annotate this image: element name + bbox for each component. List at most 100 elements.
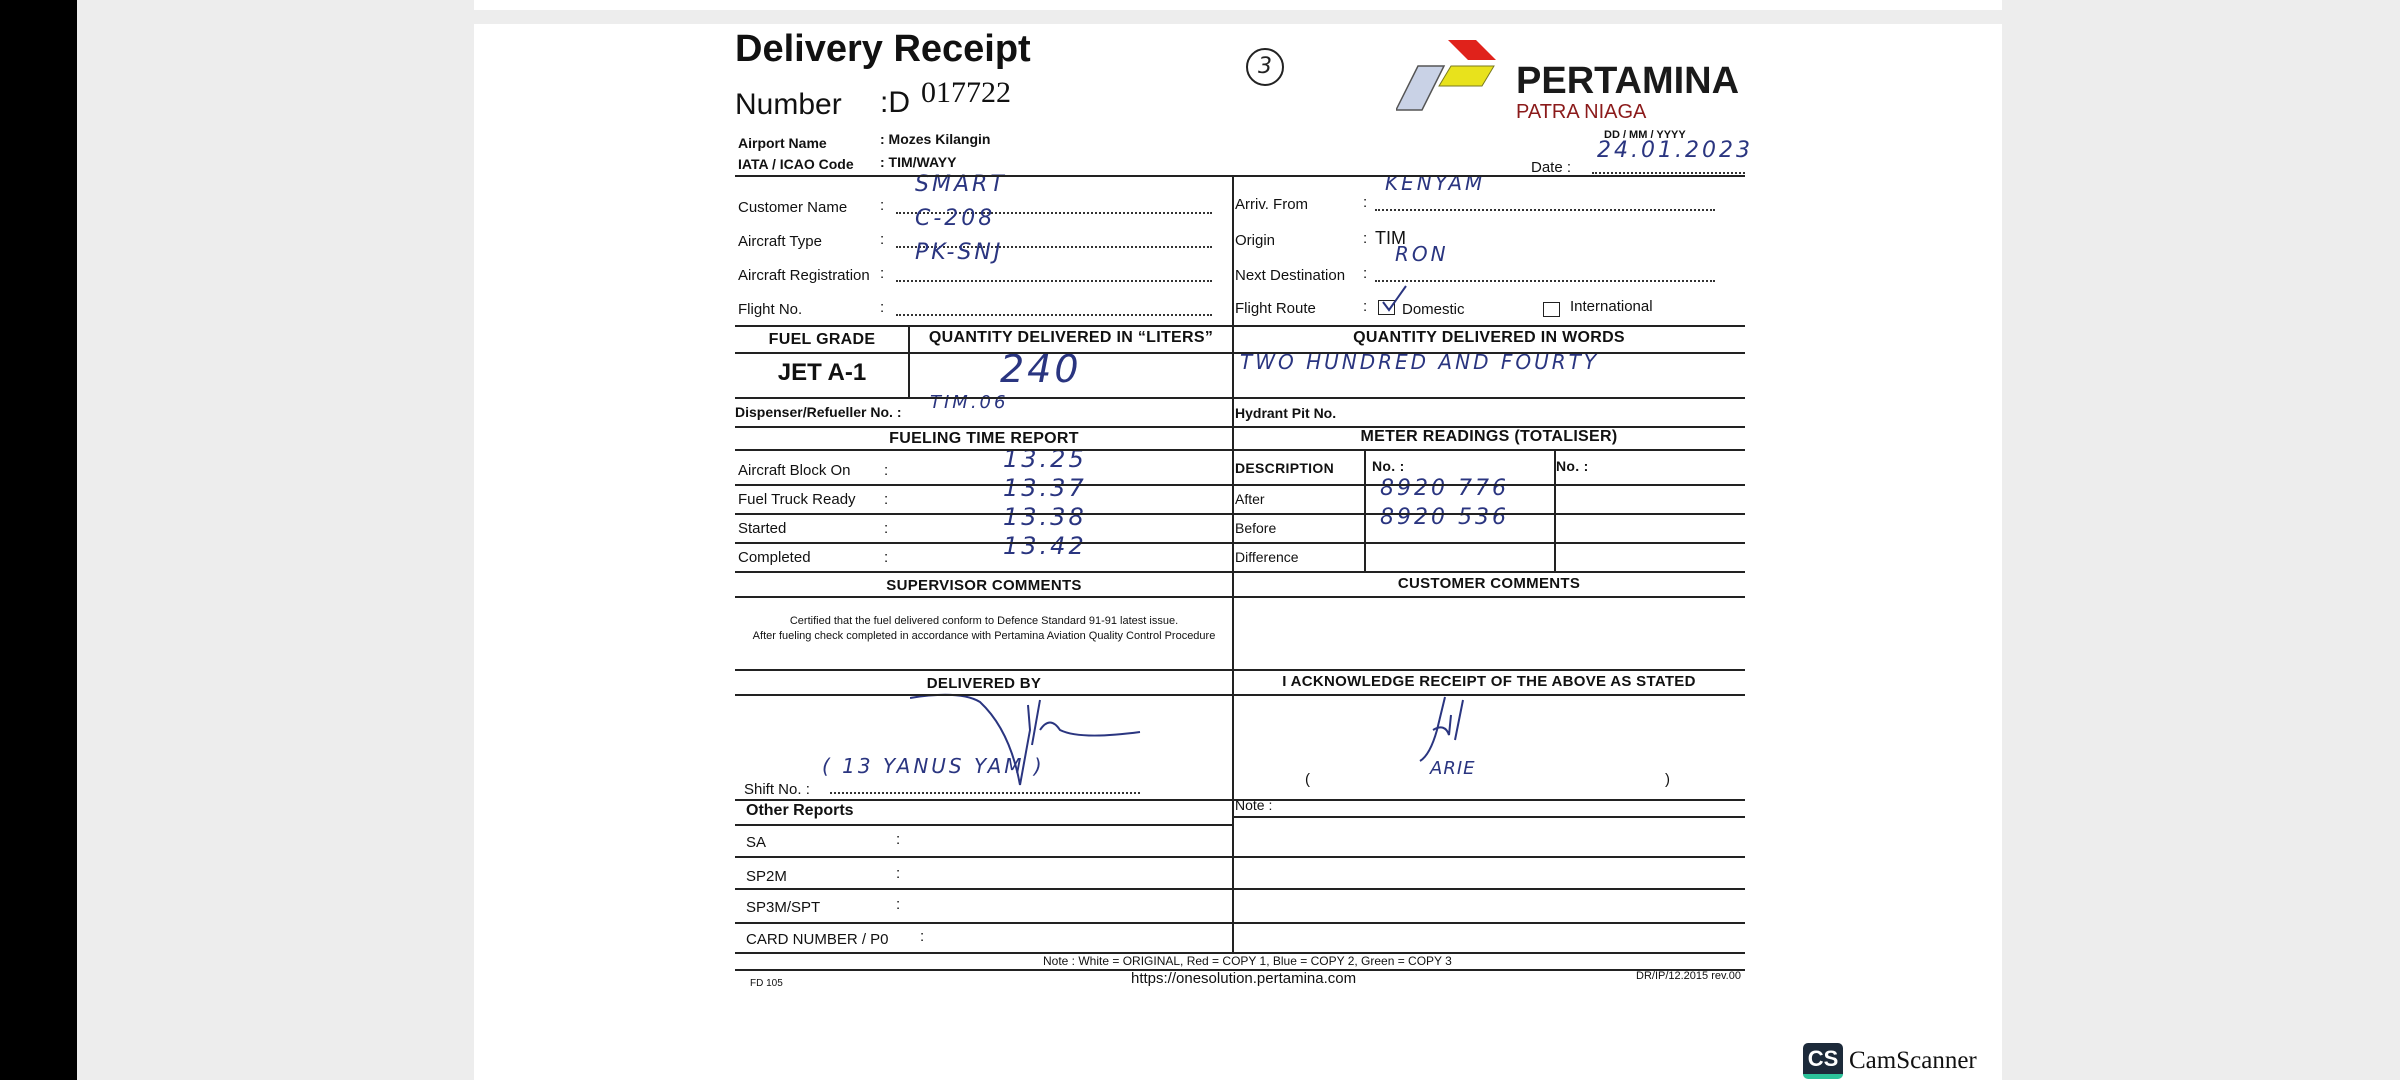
field-dotted-line [1375,280,1715,282]
pertamina-logo [1394,38,1506,118]
column-divider [1232,175,1234,952]
meter-label: After [1235,491,1265,507]
receiver-paren-close: ) [1665,771,1670,788]
field-dotted-line [1375,209,1715,211]
domestic-label: Domestic [1402,301,1465,318]
rule-line [735,824,1233,826]
field-colon: : [1363,230,1368,247]
meter-label: Before [1235,520,1277,536]
receiver-paren-open: ( [1305,771,1310,788]
other-report-colon: : [896,831,901,848]
field-colon: : [880,197,885,214]
field-dotted-line [896,212,1212,214]
field-label: Origin [1235,232,1276,249]
camscanner-watermark: CS CamScanner [1803,1043,1977,1079]
other-report-label: SP3M/SPT [746,899,821,916]
fueling-time-header: FUELING TIME REPORT [889,430,1079,447]
other-report-colon: : [896,896,901,913]
field-dotted-line [896,314,1212,316]
meter-value[interactable]: 8920 776 [1380,476,1509,501]
international-checkbox[interactable] [1543,302,1560,317]
field-colon: : [880,299,885,316]
rule-line [735,888,1745,890]
delivered-by-name[interactable]: ( 13 YANUS YAM ) [822,754,1045,778]
liters-value[interactable]: 240 [1000,347,1082,391]
rule-line [735,513,1745,515]
rule-line [735,571,1745,573]
field-colon: : [880,231,885,248]
time-label: Fuel Truck Ready [738,491,856,508]
camscanner-logo-icon: CS [1803,1043,1843,1079]
other-report-colon: : [920,928,925,945]
domestic-checkbox[interactable] [1378,300,1395,315]
number-label: Number [735,88,842,121]
check-mark-icon [1382,285,1407,312]
document-title: Delivery Receipt [735,28,1031,70]
field-dotted-line [896,280,1212,282]
field-value[interactable]: TIM [1375,228,1406,248]
rule-line [735,596,1745,598]
field-colon: : [880,265,885,282]
date-value[interactable]: 24.01.2023 [1597,138,1753,163]
rule-line [735,694,1745,696]
footer-url[interactable]: https://onesolution.pertamina.com [1131,970,1357,987]
field-value[interactable]: SMART [915,172,1007,197]
time-colon: : [884,520,889,537]
field-colon: : [1363,265,1368,282]
rule-line [1233,816,1745,818]
number-prefix: :D [880,86,910,119]
receiver-signature [1419,696,1464,762]
time-colon: : [884,462,889,479]
delivered-by-signature [910,693,1141,786]
column-divider [1364,449,1366,571]
liters-header: QUANTITY DELIVERED IN “LITERS” [928,329,1214,346]
meter-no1-header: No. : [1372,458,1405,474]
receiver-name[interactable]: ARIE [1430,758,1476,779]
fuel-grade-header: FUEL GRADE [768,331,876,348]
airport-name-value: : Mozes Kilangin [880,131,991,147]
other-report-label: SA [746,834,767,851]
rule-line [735,969,1745,971]
words-header: QUANTITY DELIVERED IN WORDS [1353,329,1625,346]
fuel-grade-value: JET A-1 [777,359,867,386]
form-code: FD 105 [750,978,783,989]
time-colon: : [884,491,889,508]
flight-route-label: Flight Route [1235,300,1316,317]
left-black-bar [0,0,77,1080]
meter-value[interactable]: 8920 536 [1380,505,1509,530]
field-value[interactable]: C-208 [915,206,996,231]
time-value[interactable]: 13.25 [1003,445,1087,473]
rule-line [735,449,1745,451]
field-label: Arriv. From [1235,196,1309,213]
field-value[interactable]: KENYAM [1385,171,1486,195]
rule-line [735,952,1745,954]
copy-number-circled: 3 [1246,48,1284,86]
meter-header: METER READINGS (TOTALISER) [1360,428,1618,445]
rule-line [735,175,1745,177]
meter-description-header: DESCRIPTION [1235,460,1334,476]
brand-name: PERTAMINA [1516,60,1740,102]
date-dotted-line [1592,172,1745,174]
other-report-label: SP2M [746,868,787,885]
field-colon: : [1363,194,1368,211]
time-value[interactable]: 13.37 [1003,474,1087,502]
words-value[interactable]: TWO HUNDRED AND FOURTY [1240,350,1600,374]
column-divider [1554,449,1556,571]
international-label: International [1570,298,1653,315]
supervisor-comments-header: SUPERVISOR COMMENTS [886,577,1082,594]
airport-name-label: Airport Name [738,135,827,151]
flight-route-colon: : [1363,298,1368,315]
dispenser-label: Dispenser/Refueller No. : [735,404,902,420]
time-value[interactable]: 13.42 [1003,532,1087,560]
field-value[interactable]: RON [1395,242,1449,266]
rule-line [735,669,1745,671]
field-value[interactable]: PK-SNJ [915,240,1004,265]
rule-line [735,397,1745,399]
meter-no2-header: No. : [1556,458,1589,474]
other-report-label: CARD NUMBER / P0 [746,931,889,948]
camscanner-name: CamScanner [1849,1047,1977,1074]
date-format-hint: DD / MM / YYYY [1604,129,1686,141]
time-value[interactable]: 13.38 [1003,503,1087,531]
field-label: Aircraft Type [738,233,822,250]
brand-subname: PATRA NIAGA [1516,101,1647,123]
